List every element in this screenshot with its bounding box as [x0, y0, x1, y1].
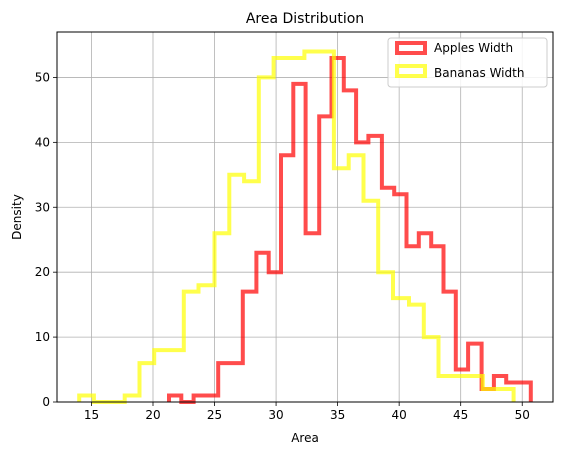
y-tick-label: 10 [35, 330, 50, 344]
chart-title: Area Distribution [246, 11, 364, 27]
y-tick-label: 30 [35, 200, 50, 214]
series-layer [77, 49, 533, 404]
legend-label-apples: Apples Width [434, 41, 513, 55]
legend-label-bananas: Bananas Width [434, 66, 524, 80]
legend-box [387, 37, 548, 88]
x-tick-label: 20 [145, 408, 160, 422]
y-tick-label: 20 [35, 265, 50, 279]
histogram-series-1 [77, 49, 516, 404]
plot-frame [56, 31, 554, 403]
histogram-series-0 [167, 56, 533, 404]
x-tick-label: 50 [515, 408, 530, 422]
y-tick-label: 0 [42, 395, 50, 409]
x-axis-label: Area [291, 431, 319, 445]
y-tick-label: 50 [35, 70, 50, 84]
x-tick-label: 35 [330, 408, 345, 422]
legend-swatch-bananas [395, 64, 427, 78]
y-tick-label: 40 [35, 135, 50, 149]
x-tick-label: 40 [392, 408, 407, 422]
y-axis-label: Density [10, 194, 24, 240]
x-tick-label: 45 [453, 408, 468, 422]
legend: Apples Width Bananas Width [387, 37, 548, 88]
axis-ticks: 15 20 25 30 35 40 45 50 0 10 20 30 40 50 [35, 70, 530, 422]
x-tick-label: 30 [268, 408, 283, 422]
x-tick-label: 25 [207, 408, 222, 422]
x-tick-label: 15 [84, 408, 99, 422]
legend-swatch-apples [395, 41, 427, 55]
